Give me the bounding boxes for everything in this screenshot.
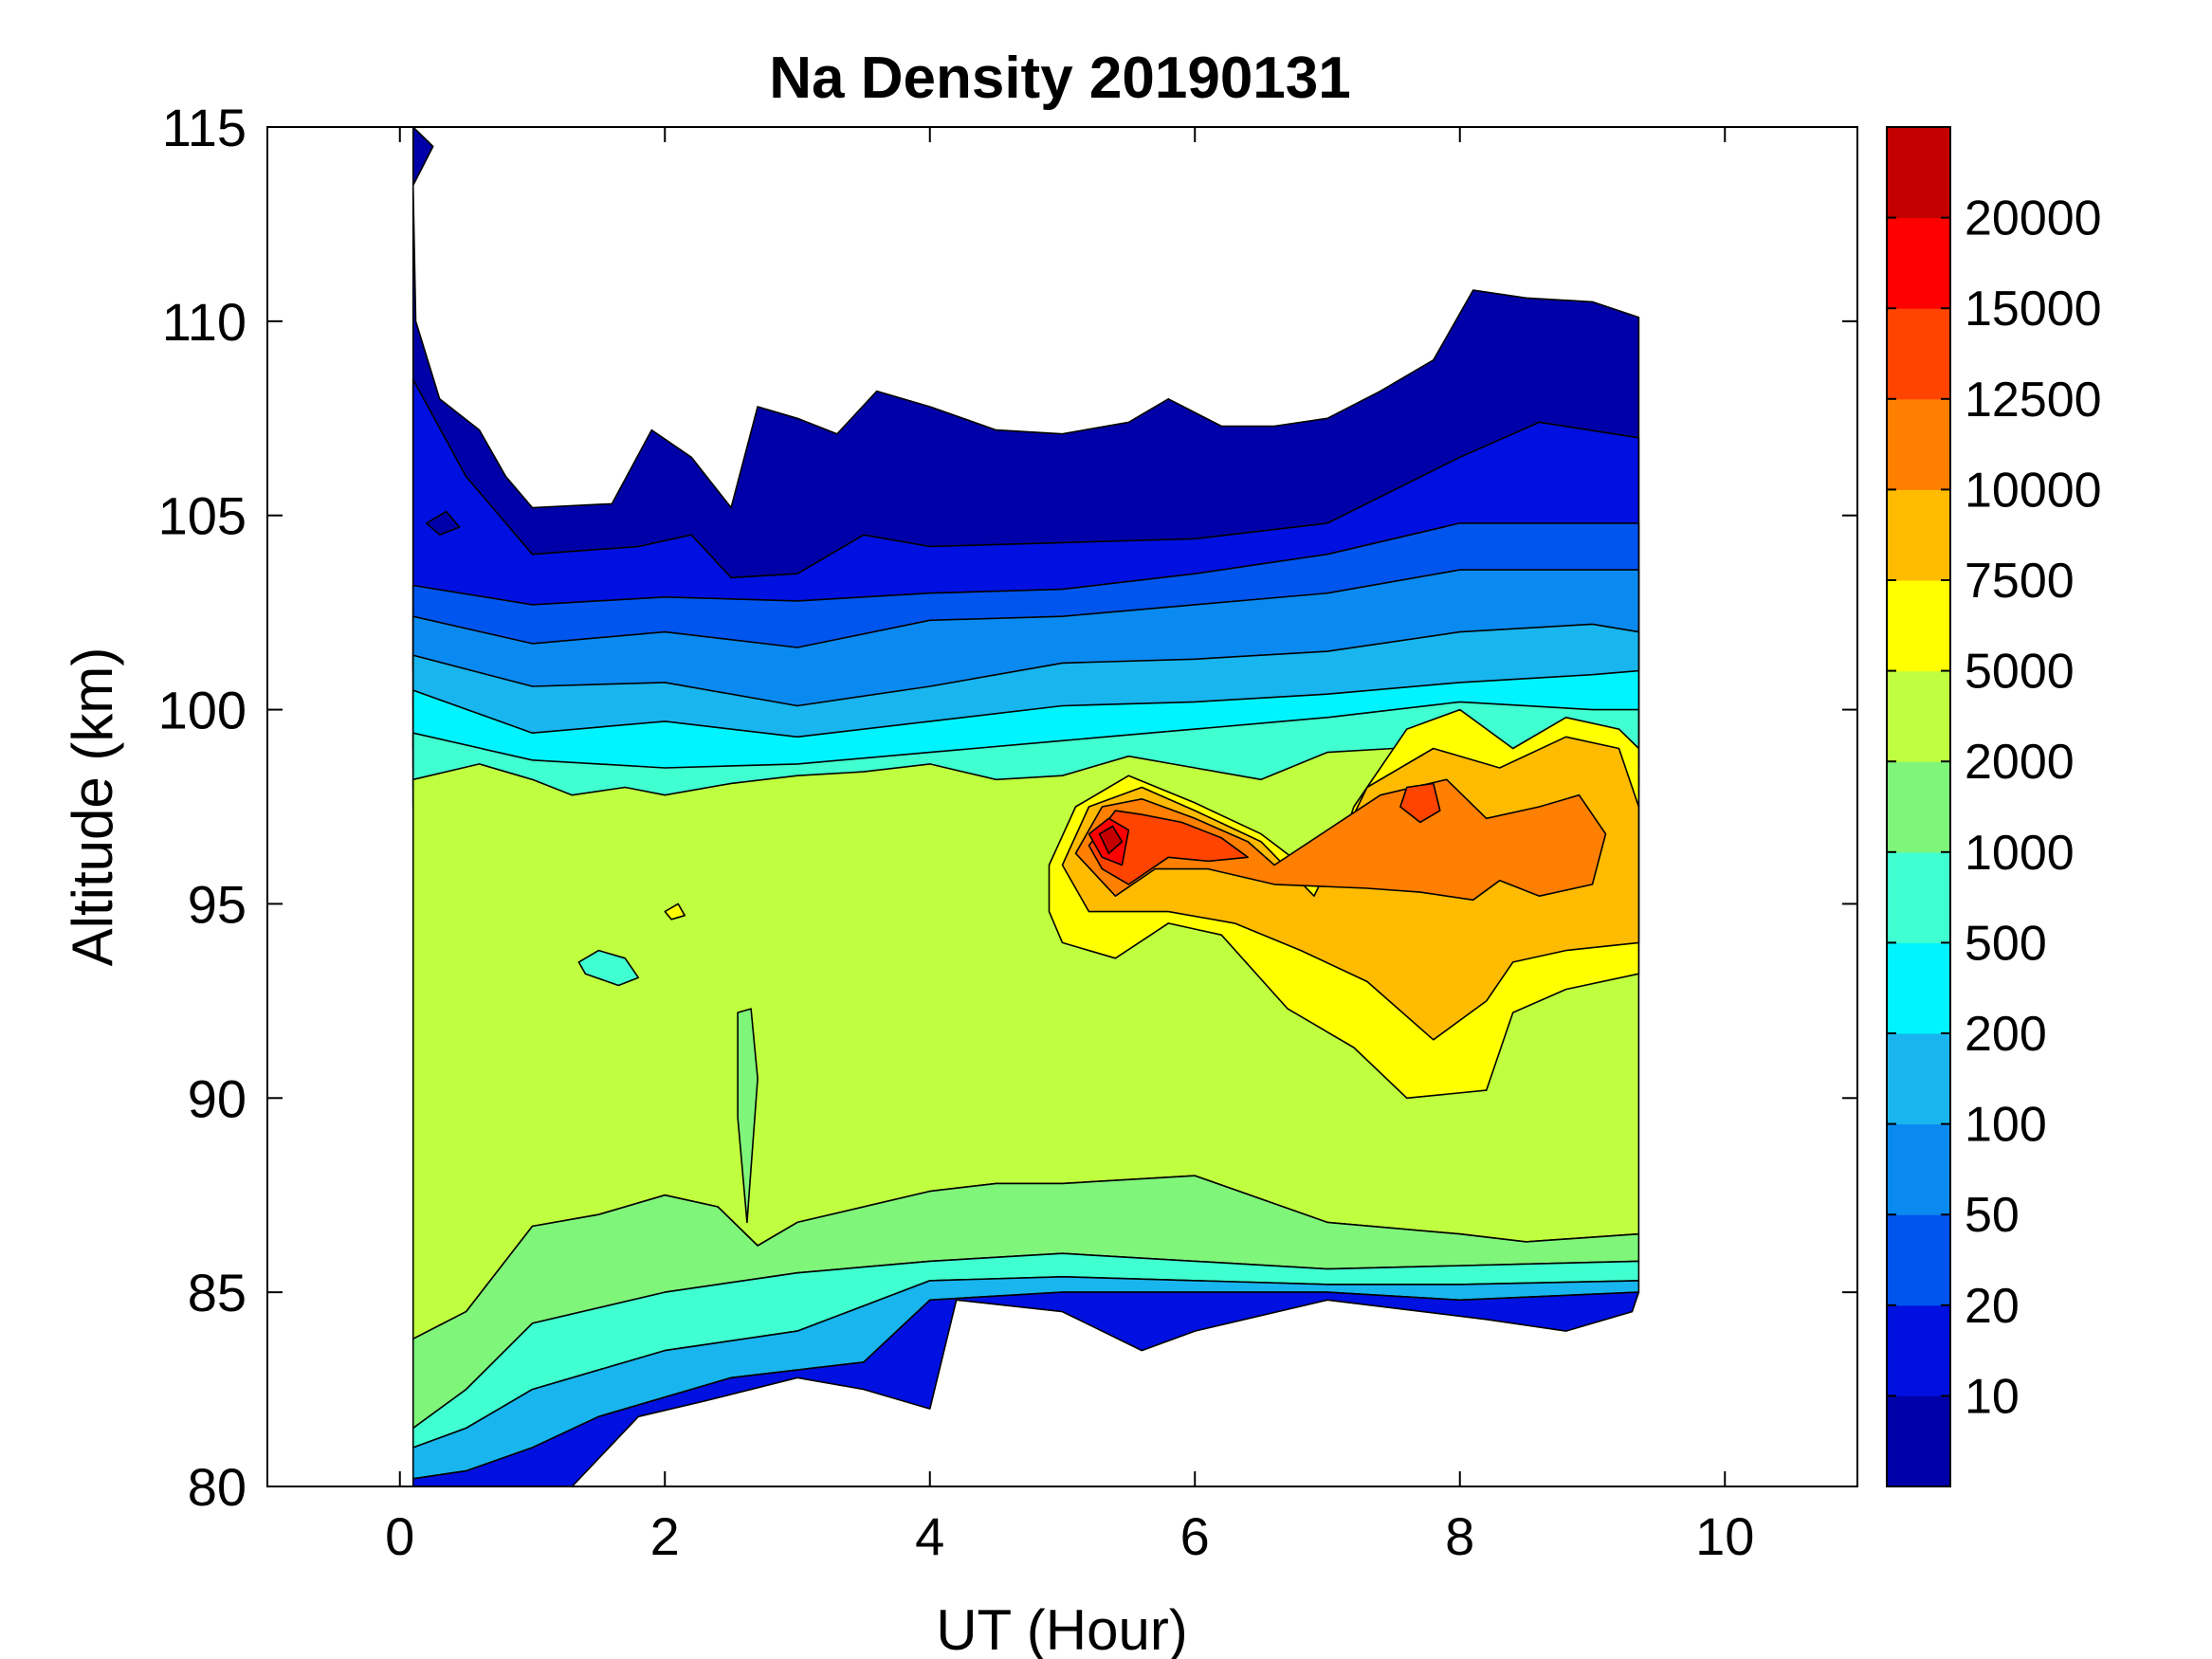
colorbar-segment: [1887, 851, 1950, 943]
y-tick-label: 85: [188, 1263, 247, 1322]
y-tick-label: 80: [188, 1457, 247, 1517]
plot-area: 0 2 4 6 8 10 80 85 90 95 100 105 110 115: [158, 98, 1858, 1566]
x-tick-label: 8: [1445, 1506, 1474, 1566]
y-tick-label: 115: [162, 98, 247, 157]
colorbar-segment: [1887, 398, 1950, 490]
y-tick-label: 100: [158, 681, 247, 740]
colorbar-label: 15000: [1965, 282, 2102, 337]
x-axis-label: UT (Hour): [936, 1598, 1188, 1659]
colorbar-label: 50: [1965, 1188, 2020, 1243]
y-tick-label: 95: [188, 874, 247, 934]
colorbar-segment: [1887, 670, 1950, 762]
colorbar-label: 100: [1965, 1098, 2047, 1153]
contour-band-spike-1000: [737, 1008, 759, 1224]
chart-title: Na Density 20190131: [769, 46, 1351, 111]
contour-band-core-15000: [1088, 810, 1249, 885]
colorbar-segment: [1887, 1304, 1950, 1396]
contour-bands: [411, 126, 1640, 1487]
colorbar-segment: [1887, 127, 1950, 219]
contour-band-islet-500: [577, 949, 640, 987]
y-tick-label: 90: [188, 1068, 247, 1128]
colorbar-label: 7500: [1965, 554, 2075, 609]
y-axis-label: Altitude (km): [61, 647, 124, 967]
colorbar-segment: [1887, 1033, 1950, 1125]
colorbar-segment: [1887, 1395, 1950, 1487]
contour-band-core-max: [1098, 825, 1124, 855]
plot-frame: [266, 126, 1858, 1487]
colorbar-segment: [1887, 761, 1950, 853]
colorbar-label: 20: [1965, 1279, 2020, 1334]
colorbar-label: 500: [1965, 916, 2047, 971]
x-tick-label: 4: [915, 1506, 944, 1566]
y-tick-label: 110: [162, 292, 247, 352]
colorbar-label: 10: [1965, 1369, 2020, 1424]
colorbar-label: 20000: [1965, 191, 2102, 246]
colorbar-label: 1000: [1965, 826, 2075, 881]
colorbar-frame: [1886, 126, 1951, 1487]
x-tick-label: 6: [1180, 1506, 1210, 1566]
colorbar-segment: [1887, 308, 1950, 400]
colorbar-segment: [1887, 580, 1950, 672]
contour-band-dark-blob: [425, 510, 461, 537]
colorbar-segment: [1887, 489, 1950, 581]
contour-band-islet-7500: [664, 902, 686, 921]
colorbar-segment: [1887, 942, 1950, 1034]
y-tick-label: 105: [158, 486, 247, 546]
x-tick-label: 10: [1695, 1506, 1754, 1566]
colorbar-segment: [1887, 1214, 1950, 1306]
colorbar-label: 5000: [1965, 645, 2075, 700]
colorbar: 10 20 50 100 200 500 1000 2000 5000 7500 10000 1250…: [1886, 126, 2102, 1487]
contour-band-core-12500: [1074, 778, 1607, 902]
colorbar-label: 10000: [1965, 463, 2102, 518]
contour-band-core-right-15000: [1399, 782, 1441, 824]
colorbar-segment: [1887, 1123, 1950, 1215]
colorbar-label: 200: [1965, 1007, 2047, 1062]
colorbar-label: 2000: [1965, 735, 2075, 790]
x-tick-label: 0: [385, 1506, 414, 1566]
colorbar-label: 12500: [1965, 373, 2102, 428]
colorbar-segment: [1887, 217, 1950, 309]
contour-band-bottom-edge: [411, 1291, 1640, 1487]
x-tick-label: 2: [650, 1506, 680, 1566]
axis-ticks: 0 2 4 6 8 10 80 85 90 95 100 105 110 115: [158, 98, 1857, 1566]
